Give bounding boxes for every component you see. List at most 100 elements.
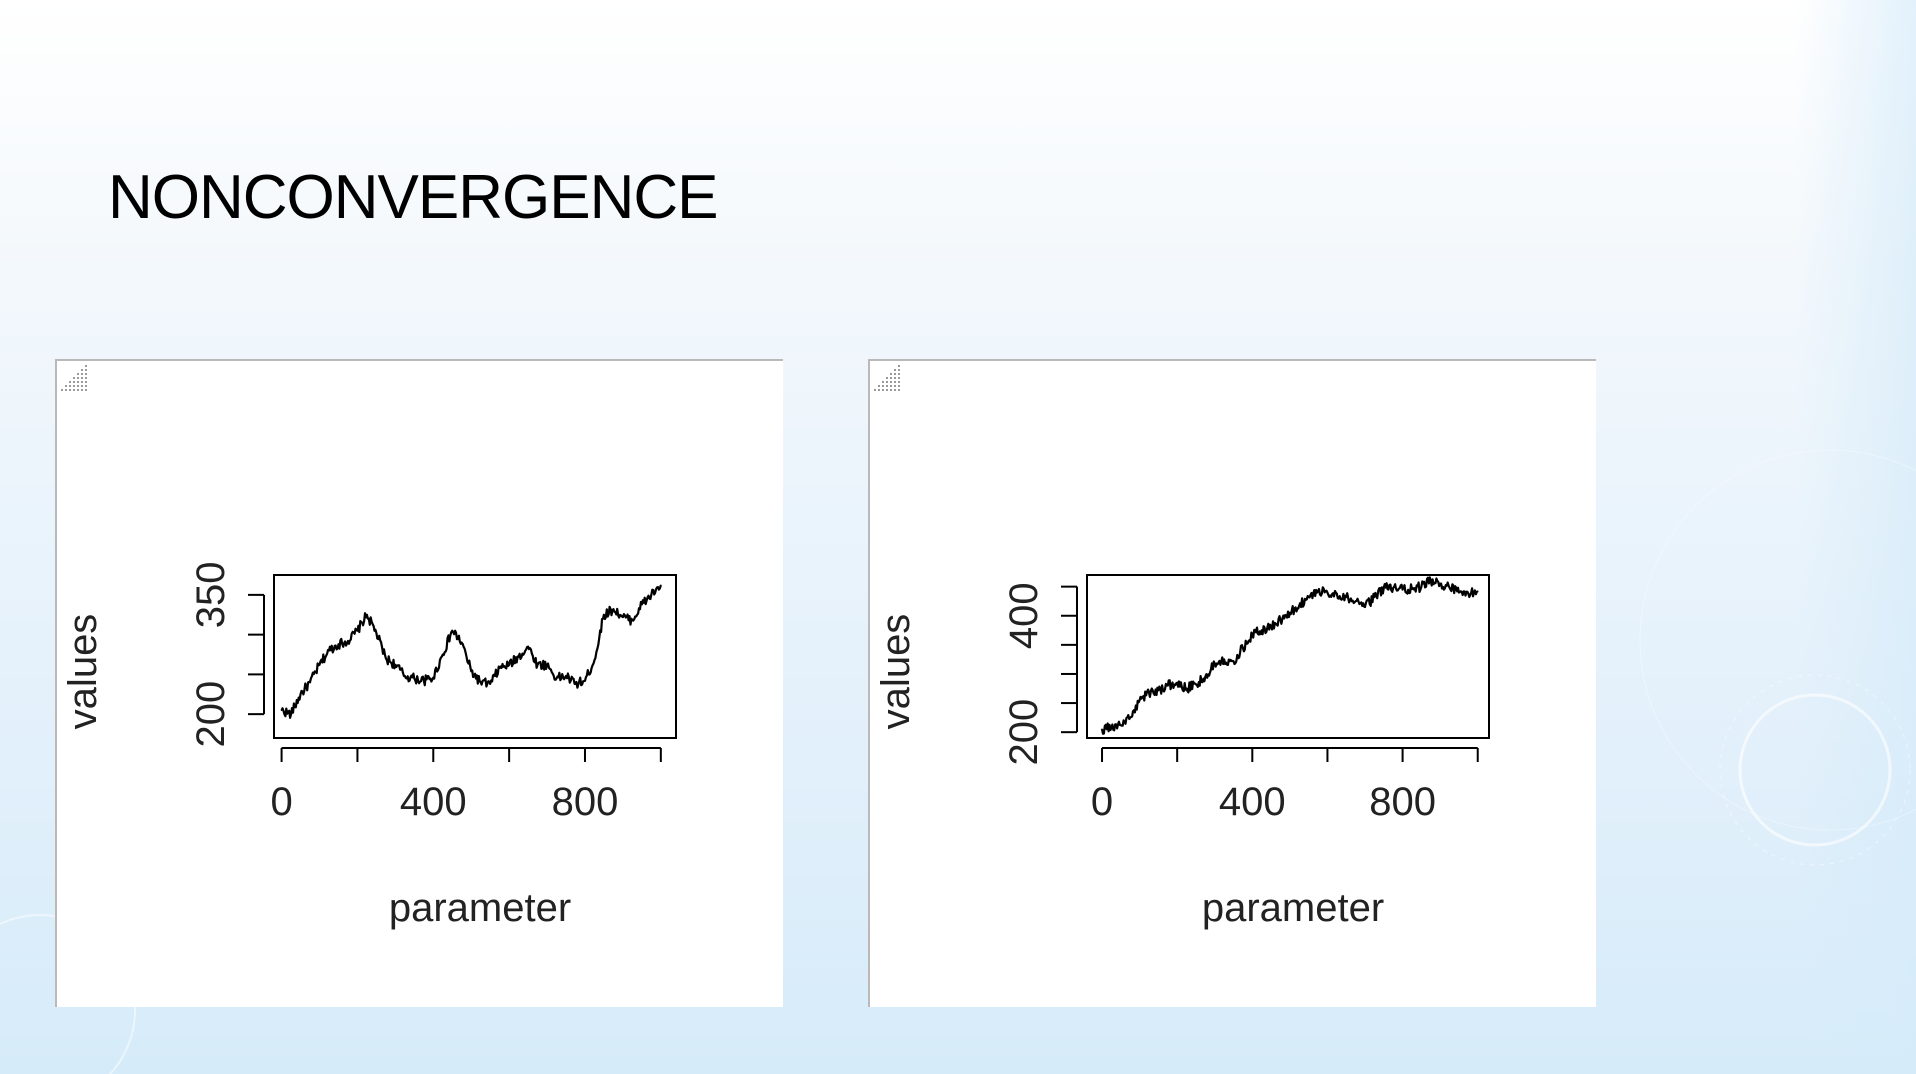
trace-point: [1166, 684, 1169, 687]
trace-point: [1260, 629, 1263, 632]
trace-point: [1383, 587, 1385, 589]
trace-point: [1148, 691, 1150, 694]
x-tick-label: 800: [552, 780, 619, 824]
trace-point: [1458, 591, 1460, 594]
trace-point: [1420, 585, 1423, 588]
trace-point: [1448, 587, 1451, 589]
trace-point: [1289, 612, 1291, 614]
trace-point: [1195, 683, 1197, 686]
trace-point: [631, 619, 634, 622]
trace-point: [280, 709, 283, 711]
trace-point: [1307, 596, 1310, 598]
trace-point: [1129, 716, 1132, 719]
trace-point: [1213, 662, 1216, 665]
trace-point: [593, 659, 596, 661]
trace-point: [1176, 681, 1178, 684]
trace-point: [650, 594, 653, 596]
y-tick-label: 200: [1002, 699, 1046, 766]
trace-line: [1100, 576, 1479, 735]
trace-plot-left: 0 400 800 200 350 parameter values: [61, 562, 677, 930]
x-tick-label: 800: [1369, 780, 1436, 824]
trace-point: [1364, 606, 1366, 608]
trace-point: [1138, 699, 1141, 701]
trace-point: [1270, 625, 1272, 628]
trace-point: [1242, 646, 1244, 649]
trace-point: [1373, 596, 1376, 598]
trace-point: [1101, 728, 1103, 731]
trace-point: [508, 664, 510, 666]
plot-frame: [1086, 574, 1490, 739]
trace-point: [309, 681, 311, 684]
trace-point: [470, 670, 473, 673]
trace-point: [432, 676, 435, 679]
trace-point: [318, 664, 321, 666]
trace-point: [1326, 591, 1329, 594]
trace-point: [565, 675, 567, 677]
trace-point: [622, 616, 624, 618]
trace-point: [1232, 660, 1235, 662]
trace-point: [1251, 633, 1254, 636]
trace-point: [423, 679, 425, 682]
plot-frame: [273, 574, 677, 739]
y-axis-title: values: [874, 614, 918, 730]
x-axis-title: parameter: [1202, 886, 1384, 930]
trace-plot-panel-left: 0 400 800 200 350 parameter values: [55, 359, 783, 1007]
trace-point: [1354, 600, 1357, 602]
trace-point: [1439, 582, 1441, 585]
trace-point: [337, 643, 340, 645]
trace-point: [1298, 604, 1301, 607]
x-tick-label: 0: [1091, 780, 1113, 824]
x-tick-label: 400: [1219, 780, 1286, 824]
trace-point: [574, 683, 577, 685]
trace-point: [1157, 689, 1160, 692]
trace-point: [489, 683, 491, 685]
trace-point: [1429, 580, 1432, 582]
background-edge-shade: [1796, 0, 1916, 1074]
trace-point: [479, 681, 482, 684]
y-tick-label: 350: [189, 562, 233, 629]
slide-title: NONCONVERGENCE: [108, 163, 719, 232]
trace-plot-panel-right: 0 400 800 200 400 parameter values: [868, 359, 1596, 1007]
resize-grip-icon[interactable]: [870, 361, 904, 395]
trace-point: [1204, 676, 1207, 678]
trace-point: [536, 664, 539, 666]
trace-point: [1392, 587, 1394, 589]
trace-point: [612, 608, 615, 610]
y-tick-label: 200: [189, 681, 233, 748]
trace-point: [328, 649, 330, 652]
trace-point: [394, 664, 397, 666]
trace-point: [1279, 619, 1282, 622]
trace-line: [280, 584, 662, 719]
trace-point: [641, 603, 643, 606]
x-axis-title: parameter: [389, 886, 571, 930]
y-axis-title: values: [61, 614, 105, 730]
resize-grip-icon[interactable]: [57, 361, 91, 395]
trace-point: [1476, 590, 1479, 593]
trace-point: [1317, 590, 1319, 593]
y-tick-label: 400: [1002, 582, 1046, 649]
trace-point: [1401, 588, 1404, 591]
trace-point: [441, 653, 444, 656]
trace-point: [660, 584, 662, 587]
trace-point: [460, 641, 463, 644]
trace-point: [356, 629, 359, 632]
trace-point: [555, 677, 558, 680]
trace-point: [375, 632, 378, 634]
trace-point: [1185, 687, 1188, 690]
trace-point: [1345, 596, 1348, 598]
trace-point: [1110, 726, 1113, 729]
trace-point: [347, 640, 349, 642]
trace-point: [413, 677, 416, 680]
trace-point: [451, 629, 454, 632]
trace-point: [1336, 592, 1338, 595]
trace-point: [385, 657, 387, 660]
trace-point: [1120, 724, 1122, 726]
trace-point: [290, 713, 292, 715]
x-tick-label: 400: [400, 780, 467, 824]
trace-point: [404, 675, 406, 677]
trace-point: [366, 613, 368, 616]
trace-point: [299, 693, 302, 696]
trace-point: [1223, 658, 1225, 661]
trace-point: [1467, 592, 1470, 595]
trace-point: [546, 664, 548, 666]
